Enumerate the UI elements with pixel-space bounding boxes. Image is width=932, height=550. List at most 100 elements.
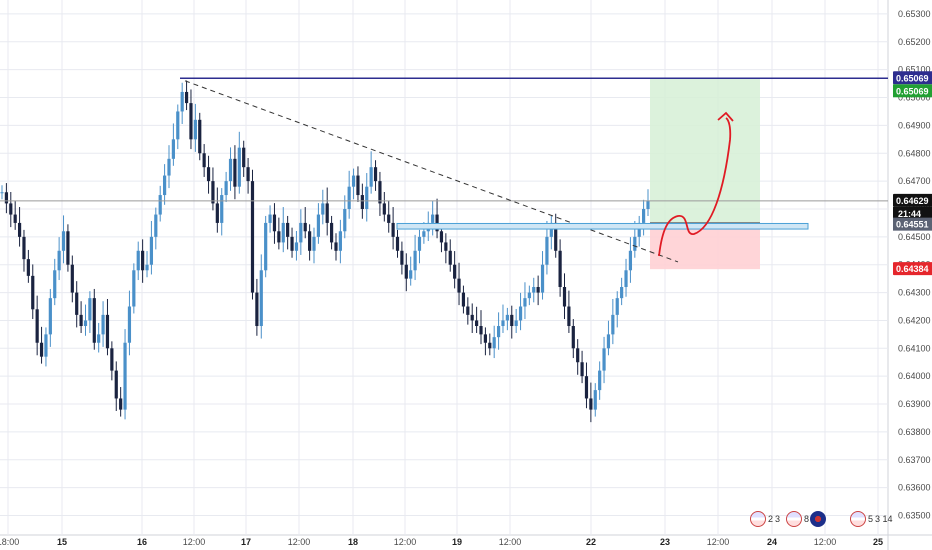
economic-event-marker[interactable]: 8 xyxy=(786,509,811,529)
candle-body xyxy=(9,203,13,215)
us-flag-icon xyxy=(786,511,802,527)
candle-body xyxy=(413,250,417,271)
candle-body xyxy=(611,314,615,335)
candle-body xyxy=(545,236,549,265)
current-price-label-bg xyxy=(893,193,932,207)
entry-label-bg xyxy=(893,217,932,231)
candle-body xyxy=(439,231,444,243)
candle-body xyxy=(431,214,435,223)
time-axis[interactable]: 18:00 15 16 12:00 17 12:00 18 12:00 19 12:00 22 23 1… xyxy=(0,537,883,547)
take-profit-zone xyxy=(650,78,760,223)
event-extra: 3 xyxy=(775,514,781,524)
candle-body xyxy=(571,326,575,349)
position-zones xyxy=(650,78,760,270)
stop-loss-price-label-bg xyxy=(893,262,932,276)
time-tick-label: 18 xyxy=(348,537,358,547)
take-profit-label-bg xyxy=(893,84,932,98)
price-tick-label: 0.63500 xyxy=(898,510,931,520)
price-tick-label: 0.65200 xyxy=(898,37,931,47)
candle-body xyxy=(576,348,580,363)
candle-body xyxy=(365,186,369,209)
candle-body xyxy=(356,175,360,196)
candle-body xyxy=(514,320,518,327)
candle-body xyxy=(562,287,567,307)
candle-body xyxy=(224,181,228,196)
candle-body xyxy=(189,103,193,140)
countdown-label-bg xyxy=(893,206,932,220)
candle-body xyxy=(488,342,492,349)
us-flag-icon xyxy=(850,511,866,527)
candle-body xyxy=(119,398,123,410)
candle-body xyxy=(228,158,233,182)
candle-body xyxy=(642,208,646,223)
candle-body xyxy=(325,203,329,223)
candle-body xyxy=(479,326,483,335)
stop-loss-zone xyxy=(650,222,760,270)
candle-body xyxy=(589,398,593,410)
candle-body xyxy=(580,362,584,377)
candle-body xyxy=(378,181,382,204)
candle-body xyxy=(536,287,540,293)
candle-body xyxy=(132,270,136,307)
candle-body xyxy=(334,242,338,251)
candle-body xyxy=(347,186,351,209)
price-tick-label: 0.64900 xyxy=(898,120,931,130)
candle-body xyxy=(602,348,606,371)
candle-body xyxy=(110,348,114,371)
candle-body xyxy=(417,236,422,251)
event-count: 2 xyxy=(768,514,774,524)
candle-body xyxy=(48,298,52,335)
price-tick-label: 0.65300 xyxy=(898,9,931,19)
candle-body xyxy=(554,222,558,251)
take-profit-price-label: 0.65069 xyxy=(896,86,929,96)
price-tick-label: 0.64200 xyxy=(898,315,931,325)
candle-body xyxy=(17,222,22,237)
countdown-label: 21:44 xyxy=(898,209,921,219)
price-tick-label: 0.63700 xyxy=(898,455,931,465)
candle-body xyxy=(294,242,299,251)
candle-body xyxy=(39,342,44,357)
candle-body xyxy=(624,270,628,288)
price-tick-label: 0.65100 xyxy=(898,65,931,75)
time-tick-label: 12:00 xyxy=(707,537,730,547)
candle-body xyxy=(615,298,619,315)
candle-body xyxy=(290,236,294,251)
candle-body xyxy=(453,264,457,279)
support-rectangle xyxy=(396,222,809,230)
time-tick-label: 12:00 xyxy=(499,537,522,547)
candle-body xyxy=(259,270,263,327)
us-flag-icon xyxy=(750,511,766,527)
candle-body xyxy=(646,200,650,209)
candle-body xyxy=(53,270,57,299)
candle-body xyxy=(127,306,132,343)
candle-body xyxy=(387,214,391,223)
candle-body xyxy=(220,195,224,223)
resistance-price-label: 0.65069 xyxy=(896,73,929,83)
price-tick-label: 0.63900 xyxy=(898,399,931,409)
price-tick-label: 0.64700 xyxy=(898,176,931,186)
candle-body xyxy=(136,250,140,271)
candle-body xyxy=(180,91,184,112)
candle-body xyxy=(193,119,197,140)
candle-body xyxy=(198,119,202,154)
candle-body xyxy=(496,326,501,338)
candle-body xyxy=(105,314,110,349)
candle-body xyxy=(66,231,70,265)
time-tick-label: 16 xyxy=(137,537,147,547)
downtrend-dashed-line xyxy=(184,80,679,263)
chart-drawings xyxy=(0,77,888,263)
candle-body xyxy=(299,222,303,243)
price-labels: 0.65069 0.65069 0.64629 21:440.64551 0.64384 xyxy=(893,71,932,276)
price-tick-label: 0.64100 xyxy=(898,343,931,353)
event-count: 5 xyxy=(868,514,874,524)
stop-loss-price-label: 0.64384 xyxy=(896,264,929,274)
economic-event-marker[interactable] xyxy=(810,509,830,529)
candle-body xyxy=(26,259,30,276)
candle-body xyxy=(83,320,88,327)
candlesticks xyxy=(0,80,650,423)
candle-body xyxy=(395,236,400,251)
candle-body xyxy=(154,214,158,237)
